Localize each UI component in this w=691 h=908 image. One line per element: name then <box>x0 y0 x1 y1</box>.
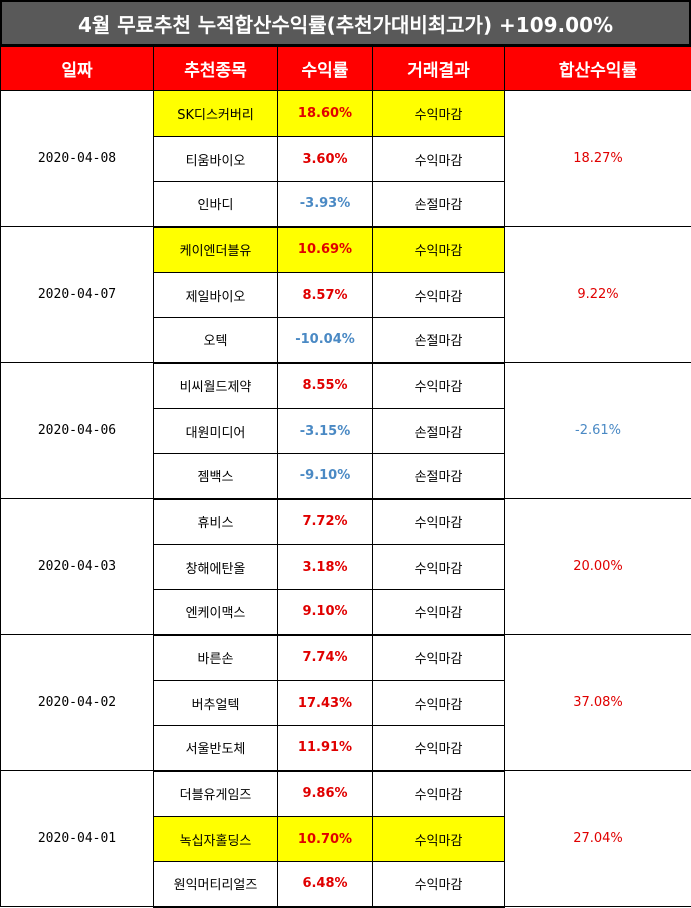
sum-return: 27.04% <box>505 771 691 907</box>
trade-result: 수익마감 <box>373 545 505 590</box>
trade-result: 수익마감 <box>373 91 505 137</box>
sum-return: 37.08% <box>505 635 691 771</box>
return-rate: 9.10% <box>278 590 373 635</box>
header-return: 수익률 <box>278 47 373 91</box>
trade-result: 수익마감 <box>373 363 505 409</box>
return-rate: 7.72% <box>278 499 373 545</box>
trade-result: 손절마감 <box>373 409 505 454</box>
return-rate: 10.70% <box>278 817 373 862</box>
table-header: 일짜 추천종목 수익률 거래결과 합산수익률 <box>1 47 691 91</box>
return-rate: 8.57% <box>278 273 373 318</box>
stock-name: 비씨월드제약 <box>154 363 278 409</box>
trade-result: 수익마감 <box>373 273 505 318</box>
return-rate: -3.93% <box>278 182 373 227</box>
date-cell: 2020-04-03 <box>1 499 154 635</box>
header-sum: 합산수익률 <box>505 47 691 91</box>
return-rate: -9.10% <box>278 454 373 499</box>
stock-name: 오텍 <box>154 318 278 363</box>
return-rate: 17.43% <box>278 681 373 726</box>
trade-result: 수익마감 <box>373 862 505 907</box>
trade-result: 수익마감 <box>373 681 505 726</box>
return-rate: -3.15% <box>278 409 373 454</box>
trade-result: 수익마감 <box>373 137 505 182</box>
page-title: 4월 무료추천 누적합산수익률(추천가대비최고가) +109.00% <box>78 9 613 38</box>
sum-return: 20.00% <box>505 499 691 635</box>
stock-name: 더블유게임즈 <box>154 771 278 817</box>
date-cell: 2020-04-06 <box>1 363 154 499</box>
trade-result: 손절마감 <box>373 454 505 499</box>
stock-name: 티움바이오 <box>154 137 278 182</box>
title-banner: 4월 무료추천 누적합산수익률(추천가대비최고가) +109.00% <box>0 0 691 46</box>
stock-name: 제일바이오 <box>154 273 278 318</box>
return-rate: 7.74% <box>278 635 373 681</box>
return-rate: 8.55% <box>278 363 373 409</box>
return-rate: 3.60% <box>278 137 373 182</box>
stock-name: 엔케이맥스 <box>154 590 278 635</box>
stock-name: 휴비스 <box>154 499 278 545</box>
stock-name: 창해에탄올 <box>154 545 278 590</box>
trade-result: 손절마감 <box>373 182 505 227</box>
trade-result: 손절마감 <box>373 318 505 363</box>
return-rate: 11.91% <box>278 726 373 771</box>
stock-name: 버추얼텍 <box>154 681 278 726</box>
stock-name: 인바디 <box>154 182 278 227</box>
trade-result: 수익마감 <box>373 726 505 771</box>
date-cell: 2020-04-07 <box>1 227 154 363</box>
trade-result: 수익마감 <box>373 771 505 817</box>
stock-name: 원익머티리얼즈 <box>154 862 278 907</box>
date-cell: 2020-04-08 <box>1 91 154 227</box>
stock-name: 녹십자홀딩스 <box>154 817 278 862</box>
return-rate: 10.69% <box>278 227 373 273</box>
stock-name: 서울반도체 <box>154 726 278 771</box>
trade-result: 수익마감 <box>373 227 505 273</box>
return-rate: 9.86% <box>278 771 373 817</box>
header-result: 거래결과 <box>373 47 505 91</box>
date-cell: 2020-04-02 <box>1 635 154 771</box>
return-rate: -10.04% <box>278 318 373 363</box>
stock-name: SK디스커버리 <box>154 91 278 137</box>
return-rate: 3.18% <box>278 545 373 590</box>
trade-result: 수익마감 <box>373 817 505 862</box>
trade-result: 수익마감 <box>373 499 505 545</box>
return-rate: 6.48% <box>278 862 373 907</box>
sum-return: -2.61% <box>505 363 691 499</box>
return-rate: 18.60% <box>278 91 373 137</box>
stock-name: 대원미디어 <box>154 409 278 454</box>
header-stock: 추천종목 <box>154 47 278 91</box>
date-cell: 2020-04-01 <box>1 771 154 907</box>
sum-return: 18.27% <box>505 91 691 227</box>
header-date: 일짜 <box>1 47 154 91</box>
stock-name: 젬백스 <box>154 454 278 499</box>
stock-name: 케이엔더블유 <box>154 227 278 273</box>
header-row: 일짜 추천종목 수익률 거래결과 합산수익률 <box>1 47 691 91</box>
trade-result: 수익마감 <box>373 590 505 635</box>
sum-return: 9.22% <box>505 227 691 363</box>
stock-name: 바른손 <box>154 635 278 681</box>
trade-result: 수익마감 <box>373 635 505 681</box>
